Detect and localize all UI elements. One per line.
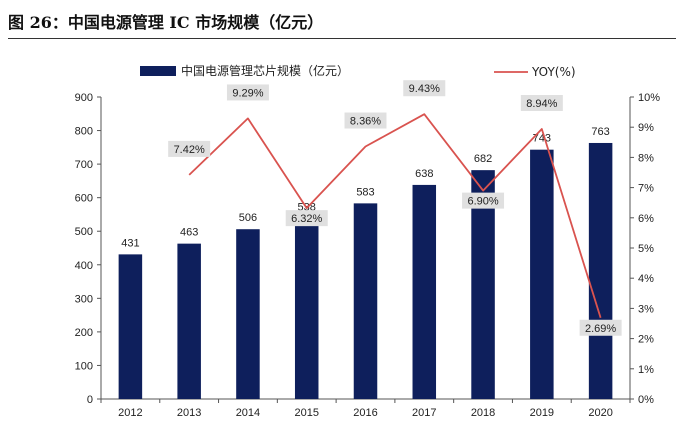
x-axis-tick-label: 2014 [236, 407, 260, 419]
yoy-value-label: 9.43% [409, 83, 440, 95]
bar [471, 170, 495, 399]
left-axis-tick-label: 0 [87, 394, 93, 406]
yoy-value-label: 8.94% [526, 98, 557, 110]
left-axis-tick-label: 500 [75, 226, 93, 238]
bar [588, 142, 613, 399]
right-axis-tick-label: 1% [638, 364, 654, 376]
x-axis-tick-label: 2013 [177, 407, 201, 419]
bar-value-label: 763 [591, 126, 609, 138]
left-axis-tick-label: 100 [75, 360, 93, 372]
left-axis-tick-label: 800 [75, 126, 93, 138]
left-axis-tick-label: 700 [75, 159, 93, 171]
yoy-value-label: 7.42% [174, 144, 205, 156]
x-axis-tick-label: 2019 [530, 407, 554, 419]
left-axis-tick-label: 200 [75, 327, 93, 339]
yoy-value-label: 6.90% [467, 196, 498, 208]
right-axis-tick-label: 6% [638, 213, 654, 225]
left-axis-tick-label: 600 [75, 193, 93, 205]
right-axis-tick-label: 0% [638, 394, 654, 406]
yoy-value-label: 9.29% [232, 87, 263, 99]
figure-title: 图 26：中国电源管理 IC 市场规模（亿元） [8, 13, 324, 32]
bar [118, 254, 143, 399]
bar-value-label: 431 [121, 237, 139, 249]
bar-value-label: 463 [180, 227, 198, 239]
x-axis-tick-label: 2012 [118, 407, 142, 419]
yoy-label-box [579, 319, 622, 336]
bar [353, 203, 378, 399]
yoy-value-label: 2.69% [585, 323, 616, 335]
left-axis-tick-label: 900 [75, 92, 93, 104]
yoy-value-label: 8.36% [350, 116, 381, 128]
yoy-label-box [285, 210, 328, 227]
bar [236, 229, 260, 399]
bar [412, 184, 437, 399]
yoy-label-box [226, 84, 269, 101]
yoy-label-box [344, 112, 387, 129]
x-axis-tick-label: 2015 [294, 407, 318, 419]
right-axis-tick-label: 7% [638, 183, 654, 195]
right-axis-tick-label: 10% [638, 92, 660, 104]
left-axis-tick-label: 300 [75, 293, 93, 305]
x-axis-tick-label: 2016 [353, 407, 377, 419]
yoy-line [188, 113, 602, 319]
title-divider [8, 38, 676, 39]
left-axis-tick-label: 400 [75, 260, 93, 272]
right-axis-tick-label: 4% [638, 273, 654, 285]
x-axis-tick-label: 2018 [471, 407, 495, 419]
right-axis-tick-label: 8% [638, 152, 654, 164]
legend-bar-swatch [140, 66, 176, 76]
yoy-label-box [520, 95, 563, 112]
bar-value-label: 506 [239, 212, 257, 224]
right-axis-tick-label: 5% [638, 243, 654, 255]
bar-value-label: 583 [356, 186, 374, 198]
yoy-label-box [168, 140, 211, 157]
right-axis-tick-label: 9% [638, 122, 654, 134]
bar [294, 218, 319, 399]
bar [530, 149, 554, 399]
bar-value-label: 682 [474, 153, 492, 165]
yoy-value-label: 6.32% [291, 213, 322, 225]
x-axis-tick-label: 2020 [588, 407, 612, 419]
yoy-label-box [462, 192, 505, 209]
x-axis-tick-label: 2017 [412, 407, 436, 419]
legend-bar-label: 中国电源管理芯片规模（亿元） [181, 63, 349, 78]
legend-line-label: YOY(%) [531, 65, 576, 79]
yoy-label-box [403, 80, 446, 97]
bar-value-label: 638 [415, 168, 433, 180]
right-axis-tick-label: 2% [638, 334, 654, 346]
bar [177, 243, 201, 399]
right-axis-tick-label: 3% [638, 303, 654, 315]
